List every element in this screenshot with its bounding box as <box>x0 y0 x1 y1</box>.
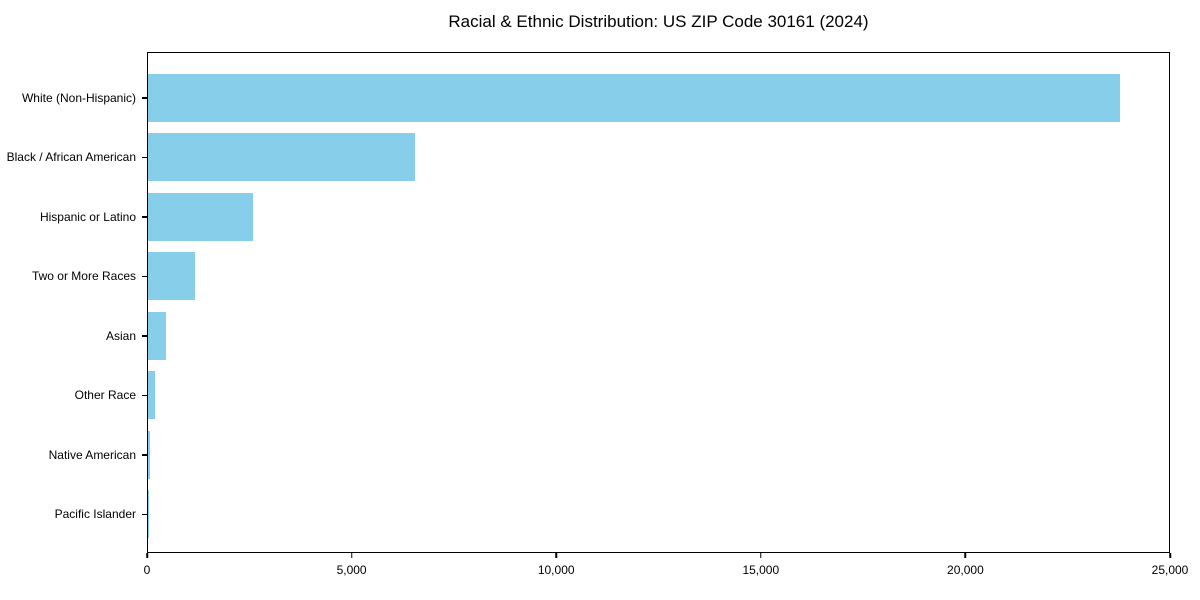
y-axis-row: Two or More Races <box>0 247 147 307</box>
y-tick-mark <box>142 513 147 515</box>
bar-row <box>148 68 1169 128</box>
x-tick-mark <box>146 553 148 558</box>
y-tick-mark <box>142 394 147 396</box>
x-tick-mark <box>760 553 762 558</box>
bar <box>148 133 416 182</box>
bar-row <box>148 485 1169 545</box>
bar-row <box>148 247 1169 307</box>
x-tick-label: 10,000 <box>537 563 575 577</box>
x-tick-mark <box>555 553 557 558</box>
y-tick-mark <box>142 216 147 218</box>
x-tick-mark <box>350 553 353 558</box>
y-tick-mark <box>142 275 147 277</box>
x-tick-mark <box>1169 553 1171 558</box>
y-tick-label: Pacific Islander <box>54 507 136 522</box>
bar <box>148 311 166 360</box>
chart-title: Racial & Ethnic Distribution: US ZIP Cod… <box>448 12 869 31</box>
y-tick-mark <box>142 335 147 337</box>
y-tick-label: Hispanic or Latino <box>39 209 136 224</box>
y-tick-label: Asian <box>105 328 136 343</box>
y-tick-label: White (Non-Hispanic) <box>21 90 136 105</box>
x-tick-label: 15,000 <box>742 563 780 577</box>
y-tick-label: Other Race <box>74 388 136 403</box>
x-tick-mark <box>964 553 967 558</box>
y-tick-label: Native American <box>48 447 136 462</box>
bar <box>148 430 150 479</box>
y-axis-row: Pacific Islander <box>0 485 147 545</box>
y-axis-row: Hispanic or Latino <box>0 187 147 247</box>
y-tick-label: Two or More Races <box>31 269 136 284</box>
y-tick-mark <box>142 97 147 99</box>
bar-row <box>148 187 1169 247</box>
x-tick-label: 20,000 <box>947 563 984 577</box>
plot-area <box>147 52 1170 553</box>
bar-row <box>148 366 1169 426</box>
y-tick-mark <box>142 454 147 456</box>
bar <box>148 252 196 301</box>
y-axis-row: Black / African American <box>0 128 147 188</box>
x-tick-label: 25,000 <box>1151 563 1189 577</box>
bar <box>148 73 1120 122</box>
y-axis-row: Native American <box>0 425 147 485</box>
bar-row <box>148 306 1169 366</box>
y-tick-label: Black / African American <box>6 150 136 165</box>
bar <box>148 192 254 241</box>
y-axis-row: Asian <box>0 306 147 366</box>
y-axis: White (Non-Hispanic) Black / African Amer… <box>0 68 147 544</box>
bar-row <box>148 425 1169 485</box>
y-axis-row: Other Race <box>0 366 147 426</box>
x-tick-label: 0 <box>143 563 151 577</box>
x-tick-label: 5,000 <box>336 563 367 577</box>
bar <box>148 371 155 420</box>
bar-row <box>148 128 1169 188</box>
y-tick-mark <box>142 156 147 158</box>
y-axis-row: White (Non-Hispanic) <box>0 68 147 128</box>
x-axis: 0 5,000 10,000 15,000 20,000 25,000 <box>143 553 1188 587</box>
